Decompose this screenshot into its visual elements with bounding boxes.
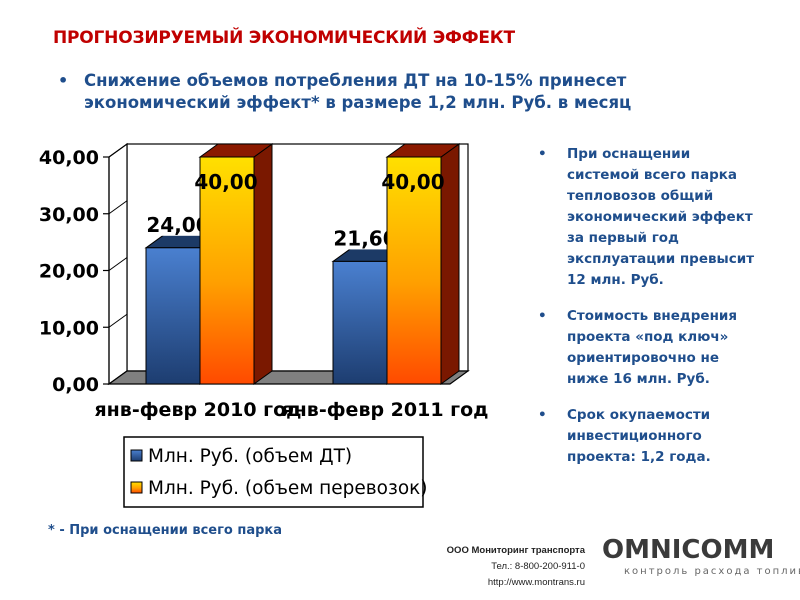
y-grid-tick: [108, 143, 128, 158]
bar: [199, 156, 255, 385]
side-note: • При оснащении системой всего парка теп…: [538, 144, 763, 291]
data-label: 40,00: [194, 170, 257, 194]
y-grid-tick: [108, 257, 128, 271]
company-phone: Тел.: 8-800-200-911-0: [491, 561, 585, 572]
y-grid-tick: [108, 200, 128, 215]
main-bullet-text: Снижение объемов потребления ДТ на 10-15…: [84, 71, 632, 112]
legend-swatch: [130, 449, 143, 462]
bar: [145, 247, 201, 385]
y-grid-tick: [108, 313, 128, 328]
y-tick-label: 10,00: [39, 317, 99, 339]
legend-label: Млн. Руб. (объем ДТ): [148, 446, 352, 467]
side-note: • Срок окупаемости инвестиционного проек…: [538, 405, 763, 468]
page-title: ПРОГНОЗИРУЕМЫЙ ЭКОНОМИЧЕСКИЙ ЭФФЕКТ: [53, 28, 515, 48]
side-note-text: Стоимость внедрения проекта «под ключ» о…: [567, 308, 738, 387]
side-note-text: Срок окупаемости инвестиционного проекта…: [567, 407, 711, 465]
bar: [332, 260, 388, 385]
company-url[interactable]: http://www.montrans.ru: [487, 577, 585, 588]
bullet-icon: •: [538, 146, 547, 162]
logo-tagline: контроль расхода топлива: [624, 566, 800, 577]
company-name: ООО Мониторинг транспорта: [446, 545, 585, 556]
side-note: • Стоимость внедрения проекта «под ключ»…: [538, 306, 763, 390]
data-label-bg: [337, 225, 391, 250]
y-tick-label: 30,00: [39, 204, 99, 226]
main-bullet: • Снижение объемов потребления ДТ на 10-…: [58, 70, 658, 114]
x-tick-label: янв-февр 2011 год: [281, 399, 488, 421]
y-tick-label: 20,00: [39, 261, 99, 283]
legend-swatch: [130, 481, 143, 494]
legend-box: [123, 436, 424, 508]
x-tick-label: янв-февр 2010 год: [94, 399, 301, 421]
bullet-icon: •: [58, 71, 69, 90]
data-label: 21,60: [333, 226, 396, 250]
side-notes: • При оснащении системой всего парка теп…: [538, 144, 763, 483]
data-label: 24,00: [146, 213, 209, 237]
data-label: 40,00: [381, 170, 444, 194]
omnicomm-logo: OMNICOMM контроль расхода топлива: [600, 535, 800, 585]
logo-word: OMNICOMM: [602, 535, 775, 565]
bullet-icon: •: [538, 407, 547, 423]
side-note-text: При оснащении системой всего парка тепло…: [567, 146, 755, 288]
data-label-bg: [150, 211, 204, 236]
company-info: ООО Мониторинг транспорта Тел.: 8-800-20…: [447, 543, 585, 591]
bullet-icon: •: [538, 308, 547, 324]
y-tick-label: 40,00: [39, 147, 99, 169]
footnote: * - При оснащении всего парка: [48, 523, 283, 538]
y-tick-label: 0,00: [52, 374, 99, 396]
bar: [386, 156, 442, 385]
legend-label: Млн. Руб. (объем перевозок): [148, 478, 428, 499]
